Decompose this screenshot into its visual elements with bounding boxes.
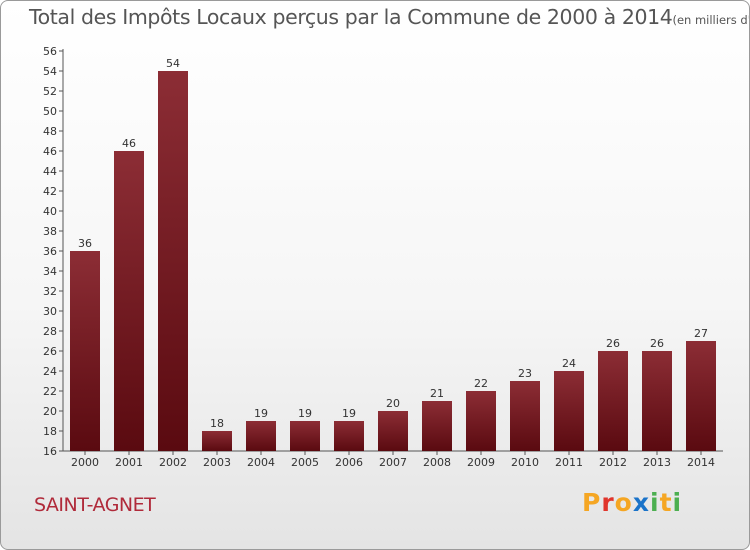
x-tick-label: 2013 [643, 456, 671, 469]
commune-name: SAINT-AGNET [34, 494, 156, 516]
bar [202, 431, 232, 451]
bar-value-label: 23 [518, 367, 532, 380]
y-tick-label: 16 [43, 445, 57, 458]
bar-value-label: 19 [342, 407, 356, 420]
y-tick-label: 50 [43, 105, 57, 118]
bar-value-label: 19 [298, 407, 312, 420]
logo-letter: x [632, 488, 650, 517]
y-tick-label: 36 [43, 245, 57, 258]
y-tick-label: 26 [43, 345, 57, 358]
x-tick-label: 2003 [203, 456, 231, 469]
logo-letter: i [672, 488, 683, 517]
bar-value-label: 18 [210, 417, 224, 430]
chart-unit: (en milliers d'€) [672, 13, 750, 27]
bar [554, 371, 584, 451]
x-tick-label: 2009 [467, 456, 495, 469]
x-tick-label: 2011 [555, 456, 583, 469]
bar [70, 251, 100, 451]
x-tick-label: 2007 [379, 456, 407, 469]
y-tick-label: 56 [43, 45, 57, 58]
x-tick-label: 2012 [599, 456, 627, 469]
chart-title-text: Total des Impôts Locaux perçus par la Co… [29, 5, 673, 29]
bar-value-label: 54 [166, 57, 180, 70]
y-tick-label: 34 [43, 265, 57, 278]
y-tick-label: 42 [43, 185, 57, 198]
bar-value-label: 36 [78, 237, 92, 250]
y-tick-label: 46 [43, 145, 57, 158]
bar [114, 151, 144, 451]
bar [598, 351, 628, 451]
chart-title: Total des Impôts Locaux perçus par la Co… [29, 5, 750, 29]
bar [290, 421, 320, 451]
bar-value-label: 26 [650, 337, 664, 350]
y-tick-label: 24 [43, 365, 57, 378]
bar-value-label: 27 [694, 327, 708, 340]
y-tick-label: 52 [43, 85, 57, 98]
logo-letter: o [614, 488, 633, 517]
y-tick-label: 44 [43, 165, 57, 178]
bar-value-label: 24 [562, 357, 576, 370]
y-tick-label: 48 [43, 125, 57, 138]
bar [158, 71, 188, 451]
y-tick-label: 40 [43, 205, 57, 218]
bar [422, 401, 452, 451]
y-tick-label: 30 [43, 305, 57, 318]
x-tick-label: 2001 [115, 456, 143, 469]
y-tick-label: 38 [43, 225, 57, 238]
x-tick-label: 2004 [247, 456, 275, 469]
x-tick-label: 2006 [335, 456, 363, 469]
bar [686, 341, 716, 451]
x-tick-label: 2005 [291, 456, 319, 469]
bar-value-label: 20 [386, 397, 400, 410]
x-tick-label: 2008 [423, 456, 451, 469]
proxiti-logo: Proxiti [582, 488, 682, 517]
bar [466, 391, 496, 451]
y-tick-label: 18 [43, 425, 57, 438]
bar [246, 421, 276, 451]
bar [378, 411, 408, 451]
y-tick-label: 20 [43, 405, 57, 418]
logo-letter: t [659, 488, 673, 517]
y-tick-label: 22 [43, 385, 57, 398]
bar-value-label: 26 [606, 337, 620, 350]
x-tick-label: 2014 [687, 456, 715, 469]
bar [334, 421, 364, 451]
y-tick-label: 32 [43, 285, 57, 298]
logo-letter: r [601, 488, 615, 517]
x-tick-label: 2002 [159, 456, 187, 469]
bar-value-label: 22 [474, 377, 488, 390]
y-tick-label: 54 [43, 65, 57, 78]
bar-value-label: 46 [122, 137, 136, 150]
bar [510, 381, 540, 451]
x-tick-label: 2010 [511, 456, 539, 469]
x-tick-label: 2000 [71, 456, 99, 469]
logo-letter: P [582, 488, 602, 517]
bar-value-label: 19 [254, 407, 268, 420]
y-tick-label: 28 [43, 325, 57, 338]
bar [642, 351, 672, 451]
bar-value-label: 21 [430, 387, 444, 400]
logo-letter: i [650, 488, 660, 517]
